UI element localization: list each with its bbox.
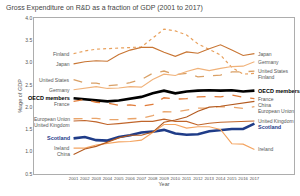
svg-text:2005: 2005: [114, 176, 124, 181]
svg-text:3.0: 3.0: [25, 59, 32, 65]
svg-text:Scotland: Scotland: [258, 124, 281, 130]
svg-text:2016: 2016: [238, 176, 248, 181]
svg-text:2010: 2010: [171, 176, 181, 181]
svg-text:2.0: 2.0: [25, 104, 32, 110]
svg-text:2.5: 2.5: [25, 82, 32, 88]
svg-text:Germany: Germany: [49, 87, 70, 93]
svg-text:Gross Expenditure on R&D as a: Gross Expenditure on R&D as a fraction o…: [6, 4, 203, 12]
svg-text:United States: United States: [258, 68, 289, 74]
svg-text:Scotland: Scotland: [47, 135, 70, 141]
svg-text:European Union: European Union: [34, 116, 70, 122]
svg-text:European Union: European Union: [258, 108, 294, 114]
svg-text:2013: 2013: [204, 176, 214, 181]
svg-text:2006: 2006: [125, 176, 135, 181]
svg-text:France: France: [54, 101, 70, 107]
svg-text:OECD members: OECD members: [258, 88, 300, 94]
svg-text:2012: 2012: [193, 176, 203, 181]
svg-text:1.5: 1.5: [25, 126, 32, 132]
svg-text:2002: 2002: [80, 176, 90, 181]
svg-text:1.0: 1.0: [25, 148, 32, 154]
svg-text:Germany: Germany: [258, 59, 279, 65]
svg-text:France: France: [258, 96, 274, 102]
svg-text:OECD members: OECD members: [28, 95, 70, 101]
svg-text:United States: United States: [39, 77, 70, 83]
svg-text:United Kingdom: United Kingdom: [34, 122, 70, 128]
svg-text:2015: 2015: [227, 176, 237, 181]
svg-text:China: China: [258, 102, 271, 108]
svg-text:2001: 2001: [69, 176, 79, 181]
svg-text:Year: Year: [158, 181, 169, 187]
svg-text:3.5: 3.5: [25, 37, 32, 43]
svg-text:2011: 2011: [182, 176, 192, 181]
svg-text:4.0: 4.0: [25, 15, 32, 21]
svg-text:0.5: 0.5: [25, 171, 32, 177]
svg-text:2003: 2003: [91, 176, 101, 181]
svg-text:2007: 2007: [137, 176, 147, 181]
svg-text:2009: 2009: [159, 176, 169, 181]
svg-text:Finland: Finland: [258, 74, 275, 80]
svg-text:%age of GDP: %age of GDP: [17, 79, 23, 113]
svg-text:2017: 2017: [250, 176, 260, 181]
svg-text:2014: 2014: [216, 176, 226, 181]
svg-text:China: China: [57, 151, 70, 157]
svg-text:Japan: Japan: [258, 51, 272, 57]
svg-text:Finland: Finland: [53, 51, 70, 57]
svg-text:2008: 2008: [148, 176, 158, 181]
svg-text:Ireland: Ireland: [54, 145, 70, 151]
svg-text:United Kingdom: United Kingdom: [258, 118, 294, 124]
svg-text:2004: 2004: [103, 176, 113, 181]
svg-text:Ireland: Ireland: [258, 146, 274, 152]
svg-text:Japan: Japan: [56, 61, 70, 67]
